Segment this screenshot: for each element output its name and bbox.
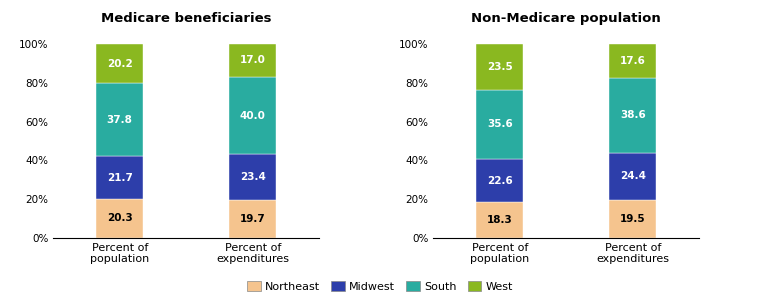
Bar: [477, 90, 523, 159]
Text: 21.7: 21.7: [106, 173, 133, 182]
Text: 40.0: 40.0: [239, 111, 266, 120]
Text: 18.3: 18.3: [487, 215, 512, 225]
Bar: [477, 44, 523, 90]
Text: 17.0: 17.0: [239, 55, 266, 65]
Bar: [610, 78, 656, 153]
Bar: [477, 203, 523, 238]
Bar: [97, 156, 143, 199]
Bar: [230, 154, 276, 200]
Text: 35.6: 35.6: [487, 119, 512, 129]
Text: 22.6: 22.6: [487, 175, 512, 185]
Text: 20.3: 20.3: [107, 213, 132, 223]
Text: 19.7: 19.7: [240, 214, 265, 224]
Text: 23.4: 23.4: [239, 172, 266, 182]
Text: 38.6: 38.6: [620, 110, 645, 120]
Text: 24.4: 24.4: [619, 171, 646, 181]
Bar: [610, 200, 656, 238]
Bar: [230, 44, 276, 77]
Bar: [97, 44, 143, 83]
Text: 20.2: 20.2: [107, 59, 132, 69]
Bar: [477, 159, 523, 203]
Text: 23.5: 23.5: [487, 62, 512, 72]
Title: Non-Medicare population: Non-Medicare population: [471, 12, 661, 25]
Bar: [97, 199, 143, 238]
Legend: Northeast, Midwest, South, West: Northeast, Midwest, South, West: [243, 277, 517, 296]
Title: Medicare beneficiaries: Medicare beneficiaries: [101, 12, 271, 25]
Bar: [97, 83, 143, 156]
Bar: [230, 77, 276, 154]
Bar: [230, 200, 276, 238]
Bar: [610, 44, 656, 78]
Text: 37.8: 37.8: [106, 115, 133, 125]
Bar: [610, 153, 656, 200]
Text: 17.6: 17.6: [619, 56, 646, 66]
Text: 19.5: 19.5: [620, 214, 645, 224]
